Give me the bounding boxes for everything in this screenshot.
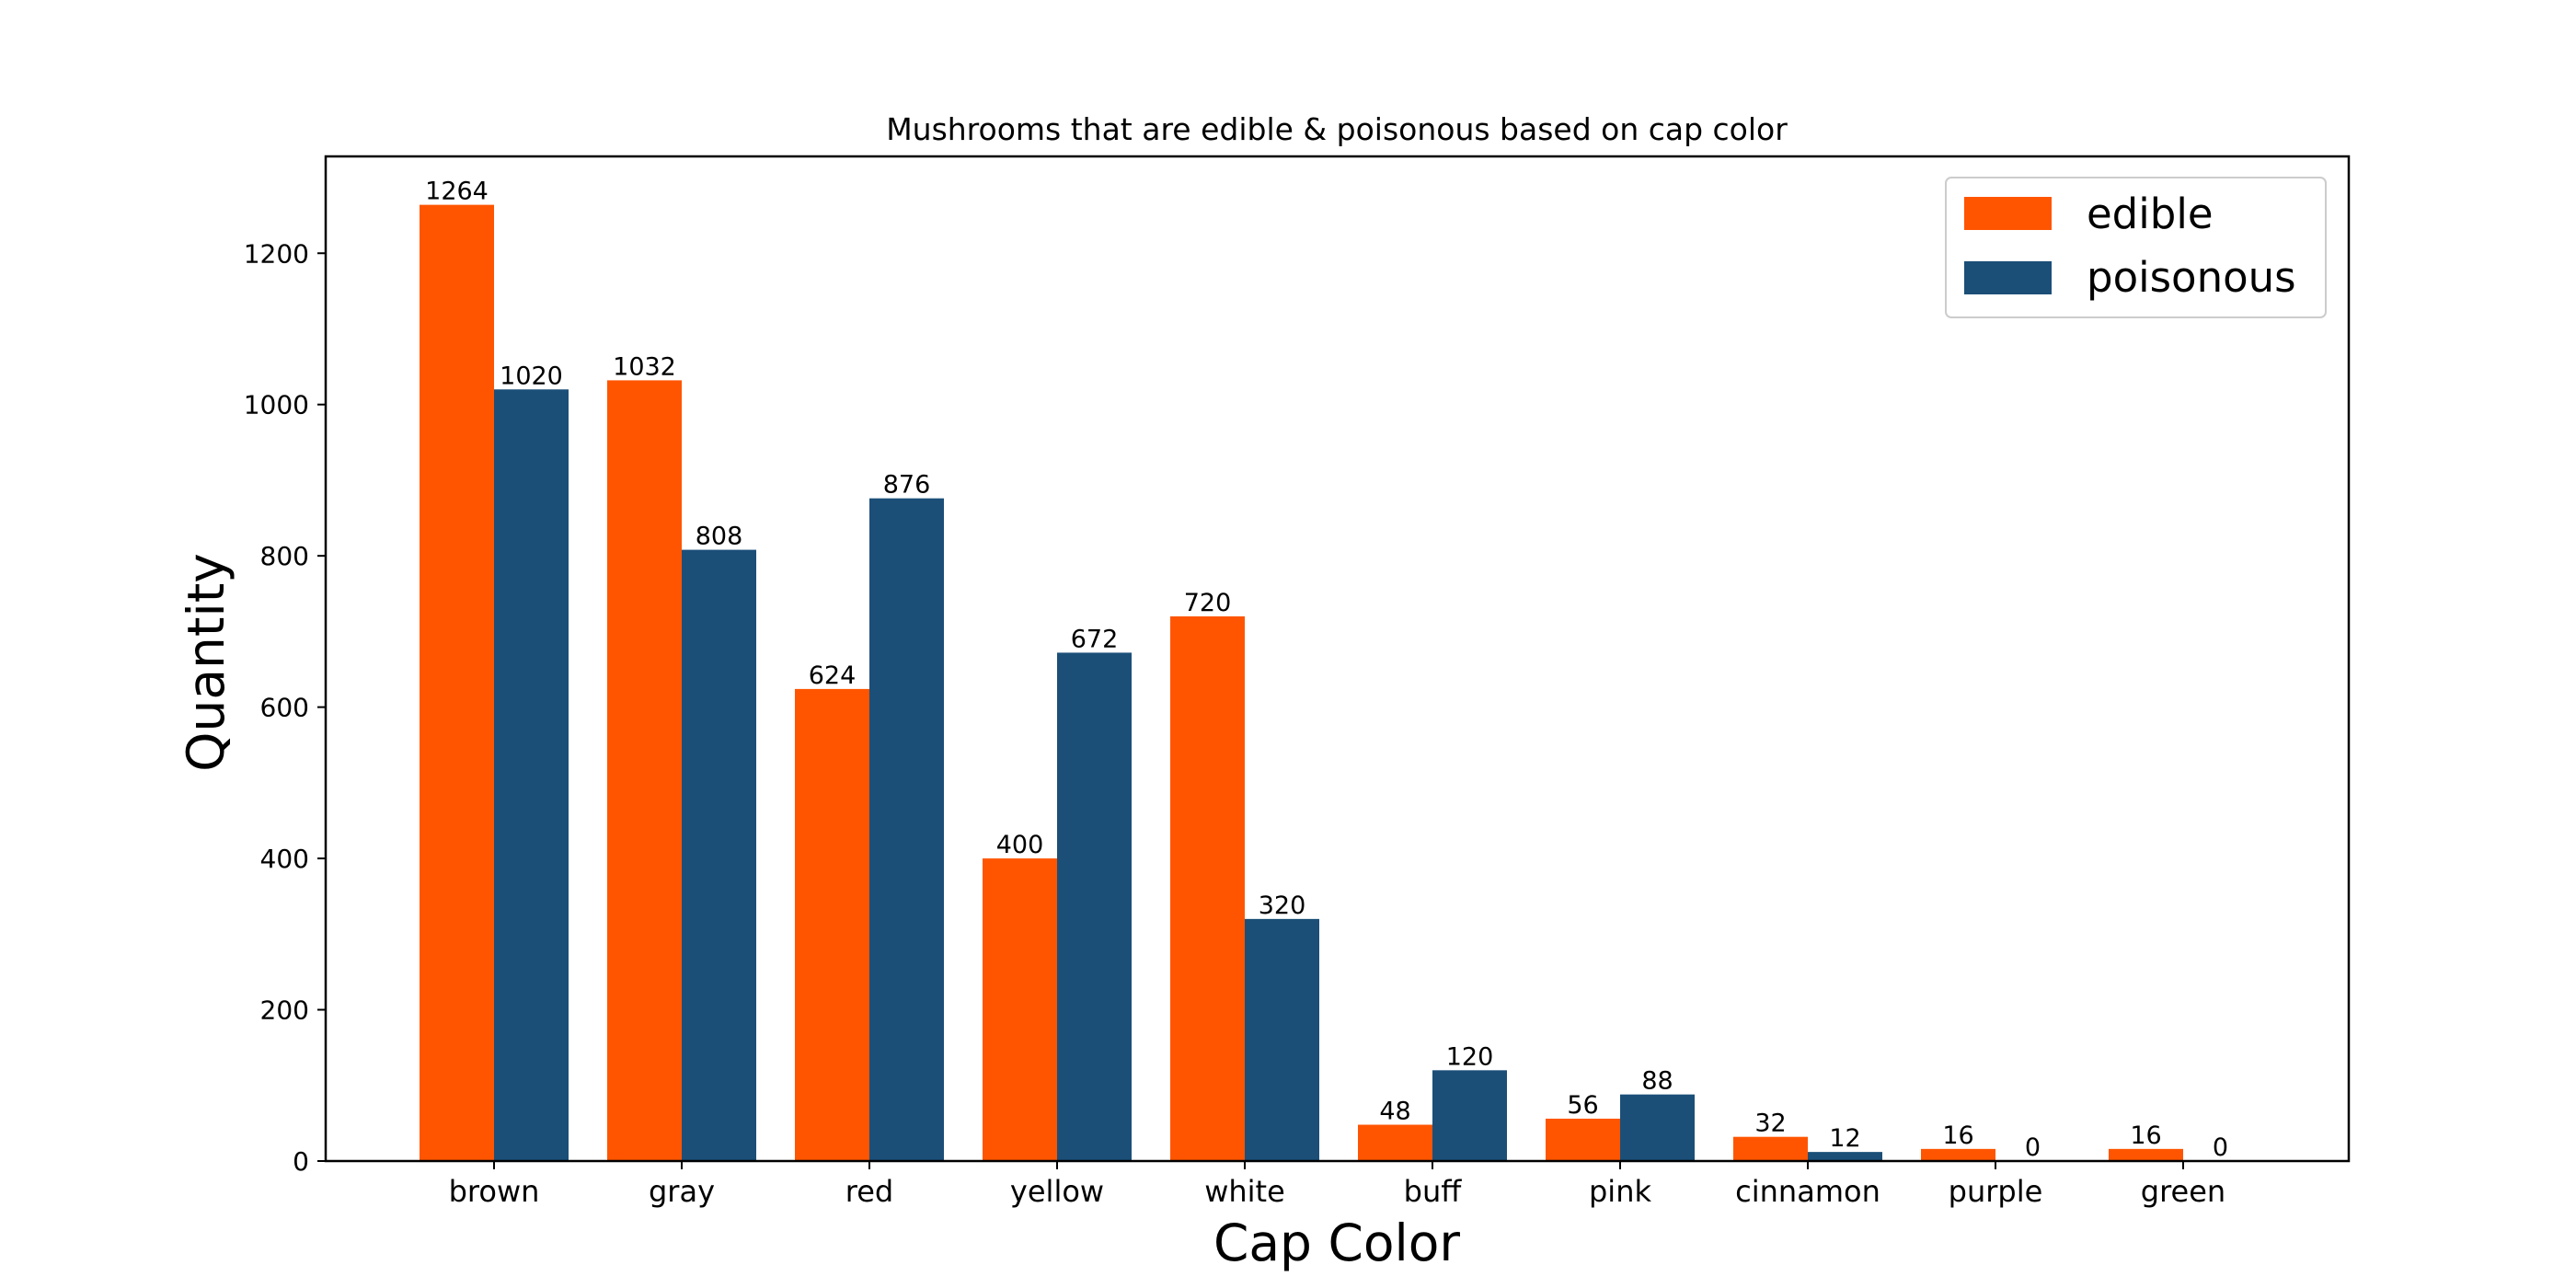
data-label-poisonous-gray: 808 (696, 523, 743, 551)
bar-poisonous-gray (682, 549, 756, 1161)
legend: edible poisonous (1945, 177, 2327, 318)
x-tick-label-cinnamon: cinnamon (1735, 1174, 1880, 1209)
y-tick-label-800: 800 (260, 541, 309, 571)
data-label-poisonous-white: 320 (1259, 891, 1306, 920)
x-axis: brown gray red yellow white buff pink cinnamon p… (449, 1161, 2225, 1209)
data-label-edible-pink: 56 (1567, 1091, 1598, 1120)
x-tick-label-red: red (845, 1174, 893, 1209)
y-axis: 0 200 400 600 800 1000 1200 (244, 238, 326, 1177)
bar-edible-buff (1358, 1124, 1432, 1161)
x-tick-label-green: green (2141, 1174, 2225, 1209)
data-label-edible-brown: 1264 (425, 178, 489, 206)
data-label-poisonous-buff: 120 (1446, 1042, 1494, 1071)
x-tick-label-pink: pink (1589, 1174, 1651, 1209)
bar-poisonous-yellow (1057, 652, 1132, 1161)
data-label-edible-cinnamon: 32 (1754, 1110, 1786, 1138)
data-label-poisonous-brown: 1020 (500, 362, 563, 390)
data-label-poisonous-yellow: 672 (1071, 625, 1119, 653)
plot-frame (324, 155, 2351, 1163)
bar-edible-brown (420, 204, 494, 1162)
x-tick-label-yellow: yellow (1010, 1174, 1104, 1209)
bar-poisonous-brown (494, 389, 569, 1162)
x-axis-label: Cap Color (1213, 1213, 1460, 1272)
bar-poisonous-buff (1432, 1070, 1507, 1161)
data-label-edible-white: 720 (1184, 589, 1232, 617)
bar-poisonous-pink (1620, 1094, 1695, 1161)
bars-layer (420, 204, 2183, 1162)
legend-label-poisonous: poisonous (2087, 253, 2296, 302)
x-tick-label-gray: gray (649, 1174, 715, 1209)
data-label-edible-red: 624 (809, 661, 857, 690)
x-tick-label-purple: purple (1949, 1174, 2043, 1209)
data-label-poisonous-green: 0 (2213, 1133, 2228, 1162)
y-tick-label-600: 600 (260, 693, 309, 723)
data-label-poisonous-red: 876 (883, 471, 931, 500)
data-label-poisonous-cinnamon: 12 (1829, 1124, 1860, 1153)
y-tick-label-1200: 1200 (244, 238, 309, 269)
bar-edible-green (2109, 1148, 2183, 1161)
data-label-poisonous-purple: 0 (2025, 1133, 2041, 1162)
legend-swatch-poisonous (1964, 261, 2052, 294)
y-tick-label-400: 400 (260, 844, 309, 874)
data-label-edible-yellow: 400 (996, 831, 1044, 859)
legend-label-edible: edible (2087, 190, 2214, 238)
data-label-edible-green: 16 (2130, 1121, 2161, 1150)
bar-edible-white (1170, 615, 1245, 1161)
bar-poisonous-cinnamon (1808, 1152, 1882, 1161)
data-label-edible-gray: 1032 (613, 352, 676, 381)
x-tick-label-brown: brown (449, 1174, 540, 1209)
bar-poisonous-red (869, 498, 944, 1161)
y-tick-label-0: 0 (293, 1146, 309, 1177)
data-label-edible-purple: 16 (1942, 1121, 1973, 1150)
data-label-poisonous-pink: 88 (1641, 1067, 1673, 1096)
bar-edible-red (795, 688, 869, 1161)
x-tick-label-buff: buff (1404, 1174, 1463, 1209)
legend-swatch-edible (1964, 197, 2052, 230)
chart-title: Mushrooms that are edible & poisonous ba… (886, 111, 1788, 147)
bar-edible-purple (1921, 1148, 1995, 1161)
y-tick-label-1000: 1000 (244, 390, 309, 420)
y-tick-label-200: 200 (260, 995, 309, 1026)
y-axis-label: Quantity (177, 553, 236, 772)
bar-edible-pink (1546, 1118, 1620, 1161)
bar-edible-cinnamon (1733, 1136, 1808, 1161)
bar-edible-gray (607, 380, 682, 1161)
bar-edible-yellow (983, 858, 1057, 1161)
x-tick-label-white: white (1204, 1174, 1285, 1209)
data-label-edible-buff: 48 (1379, 1098, 1410, 1126)
bar-poisonous-white (1245, 918, 1319, 1161)
